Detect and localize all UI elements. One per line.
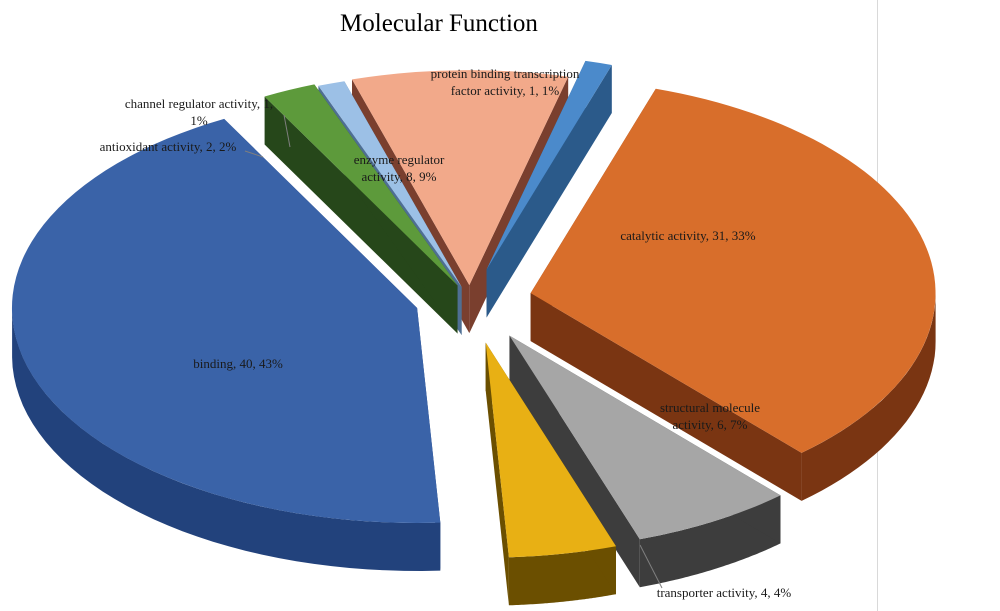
pie-slice-catalytic-activity [530, 88, 936, 453]
data-label-enzyme-regulator-activity: enzyme regulator activity, 8, 9% [354, 152, 445, 184]
chart-title: Molecular Function [340, 10, 538, 37]
data-label-transporter-activity: transporter activity, 4, 4% [657, 585, 792, 600]
pie-slice-antioxidant-activity [264, 84, 458, 286]
pie-side-transporter-activity [508, 546, 616, 606]
pie-slice-binding [11, 118, 441, 523]
pie-slice-protein-binding-transcription-factor-activity [486, 60, 612, 270]
leader-line-channel-regulator-activity [283, 114, 291, 148]
data-label-antioxidant-activity: antioxidant activity, 2, 2% [100, 139, 237, 154]
data-label-protein-binding-transcription-factor-activity: protein binding transcription factor acti… [431, 66, 580, 98]
pie-slice-channel-regulator-activity [318, 81, 462, 287]
data-label-binding: binding, 40, 43% [193, 356, 283, 371]
leader-line-transporter-activity [639, 544, 663, 589]
pie-cut-catalytic-activity-1 [530, 293, 802, 501]
data-label-catalytic-activity: catalytic activity, 31, 33% [620, 228, 755, 243]
pie-slice-transporter-activity [485, 342, 616, 558]
data-label-structural-molecule-activity: structural molecule activity, 6, 7% [660, 400, 760, 432]
pie-cut-protein-binding-transcription-factor-activity-1 [486, 65, 612, 318]
pie-slice-structural-molecule-activity [509, 335, 781, 540]
data-label-channel-regulator-activity: channel regulator activity, 1, 1% [125, 96, 273, 128]
pie-side-catalytic-activity [801, 293, 936, 501]
pie-cut-antioxidant-activity-0 [264, 96, 458, 334]
pie-slice-enzyme-regulator-activity [352, 70, 569, 286]
pie-cut-transporter-activity-1 [485, 342, 509, 606]
leader-line-antioxidant-activity [244, 150, 264, 158]
pie-cut-structural-molecule-activity-1 [509, 335, 640, 588]
